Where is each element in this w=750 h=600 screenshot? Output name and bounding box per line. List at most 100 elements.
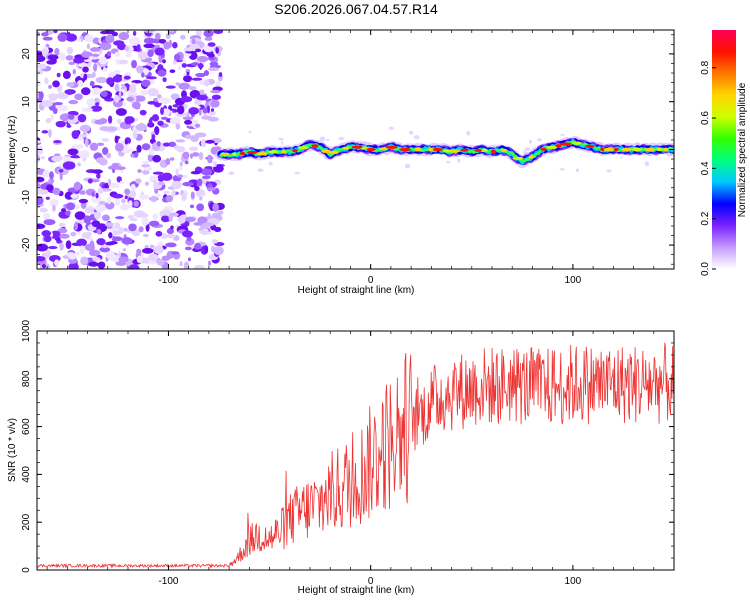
trace-hotspot: [460, 148, 469, 152]
noise-blob: [138, 194, 151, 200]
noise-blob: [193, 221, 204, 226]
noise-blob: [46, 59, 57, 65]
noise-blob: [213, 30, 224, 35]
trace-hotspot: [428, 147, 434, 152]
noise-blob: [105, 201, 115, 210]
noise-blob: [96, 238, 106, 246]
noise-blob: [98, 56, 108, 65]
noise-blob: [93, 63, 98, 72]
noise-blob: [105, 251, 116, 260]
noise-blob: [48, 93, 58, 102]
noise-blob: [147, 100, 157, 105]
noise-blob: [117, 250, 121, 258]
trace-hotspot: [631, 147, 643, 152]
noise-speck: [388, 126, 395, 130]
noise-blob: [37, 176, 45, 183]
noise-blob: [56, 72, 61, 78]
noise-blob: [171, 189, 176, 198]
noise-blob: [116, 118, 122, 125]
y-tick-label: 1000: [21, 319, 32, 342]
noise-blob: [175, 139, 186, 143]
noise-blob: [207, 213, 212, 221]
noise-blob: [175, 123, 181, 130]
noise-blob: [88, 261, 100, 267]
noise-blob: [90, 47, 101, 52]
noise-speck: [404, 163, 411, 169]
noise-blob: [37, 31, 41, 37]
noise-blob: [182, 116, 194, 120]
noise-blob: [47, 245, 58, 250]
noise-blob: [41, 32, 49, 37]
noise-blob: [124, 188, 131, 195]
noise-blob: [138, 226, 144, 233]
noise-blob: [115, 222, 120, 229]
noise-blob: [102, 67, 108, 72]
noise-blob: [190, 191, 195, 200]
noise-blob: [201, 175, 211, 180]
noise-blob: [99, 246, 111, 253]
noise-blob: [114, 94, 120, 103]
noise-blob: [196, 178, 203, 187]
noise-blob: [142, 80, 151, 86]
noise-blob: [115, 108, 127, 116]
trace-hotspot: [361, 146, 369, 150]
noise-blob: [183, 261, 190, 269]
noise-blob: [156, 94, 162, 99]
noise-blob: [105, 34, 115, 44]
noise-blob: [79, 134, 88, 138]
noise-blob: [37, 223, 46, 230]
noise-blob: [206, 187, 217, 191]
noise-blob: [118, 256, 129, 263]
noise-blob: [118, 91, 122, 98]
noise-blob: [135, 123, 148, 131]
noise-blob: [153, 97, 159, 103]
noise-blob: [208, 110, 216, 116]
noise-blob: [134, 151, 139, 158]
noise-blob: [65, 240, 72, 250]
noise-blob: [52, 204, 56, 212]
trace-hotspot: [321, 149, 331, 153]
noise-blob: [156, 258, 165, 266]
noise-blob: [65, 55, 74, 61]
noise-speck: [268, 161, 273, 166]
noise-blob: [79, 245, 85, 255]
noise-blob: [88, 249, 101, 257]
x-tick-label: 0: [368, 275, 374, 286]
noise-blob: [37, 55, 46, 63]
noise-blob: [38, 91, 44, 100]
trace-hotspot: [540, 147, 547, 151]
noise-speck: [281, 141, 284, 145]
noise-blob: [166, 227, 175, 235]
noise-blob: [84, 207, 96, 214]
noise-speck: [466, 130, 471, 136]
trace-hotspot: [449, 149, 460, 153]
noise-blob: [84, 243, 96, 251]
colorbar-label: Normalized spectral amplitude: [737, 82, 748, 217]
noise-blob: [184, 160, 189, 165]
noise-blob: [207, 260, 212, 266]
noise-blob: [179, 261, 183, 267]
trace-hotspot: [490, 149, 497, 154]
trace-hotspot: [232, 152, 237, 156]
noise-blob: [189, 146, 199, 152]
trace-hotspot: [328, 150, 340, 155]
noise-blob: [194, 123, 200, 128]
noise-blob: [59, 171, 63, 181]
noise-blob: [175, 82, 180, 86]
noise-blob: [165, 158, 171, 166]
noise-blob: [162, 59, 166, 64]
trace-hotspot: [613, 147, 619, 152]
noise-blob: [106, 197, 112, 205]
noise-blob: [37, 146, 44, 155]
noise-blob: [162, 142, 171, 147]
noise-blob: [131, 59, 137, 69]
noise-blob: [204, 79, 210, 87]
noise-blob: [198, 109, 202, 116]
noise-blob: [114, 69, 121, 74]
noise-blob: [78, 198, 89, 204]
noise-blob: [176, 105, 185, 115]
noise-blob: [185, 216, 196, 223]
noise-blob: [97, 187, 104, 194]
